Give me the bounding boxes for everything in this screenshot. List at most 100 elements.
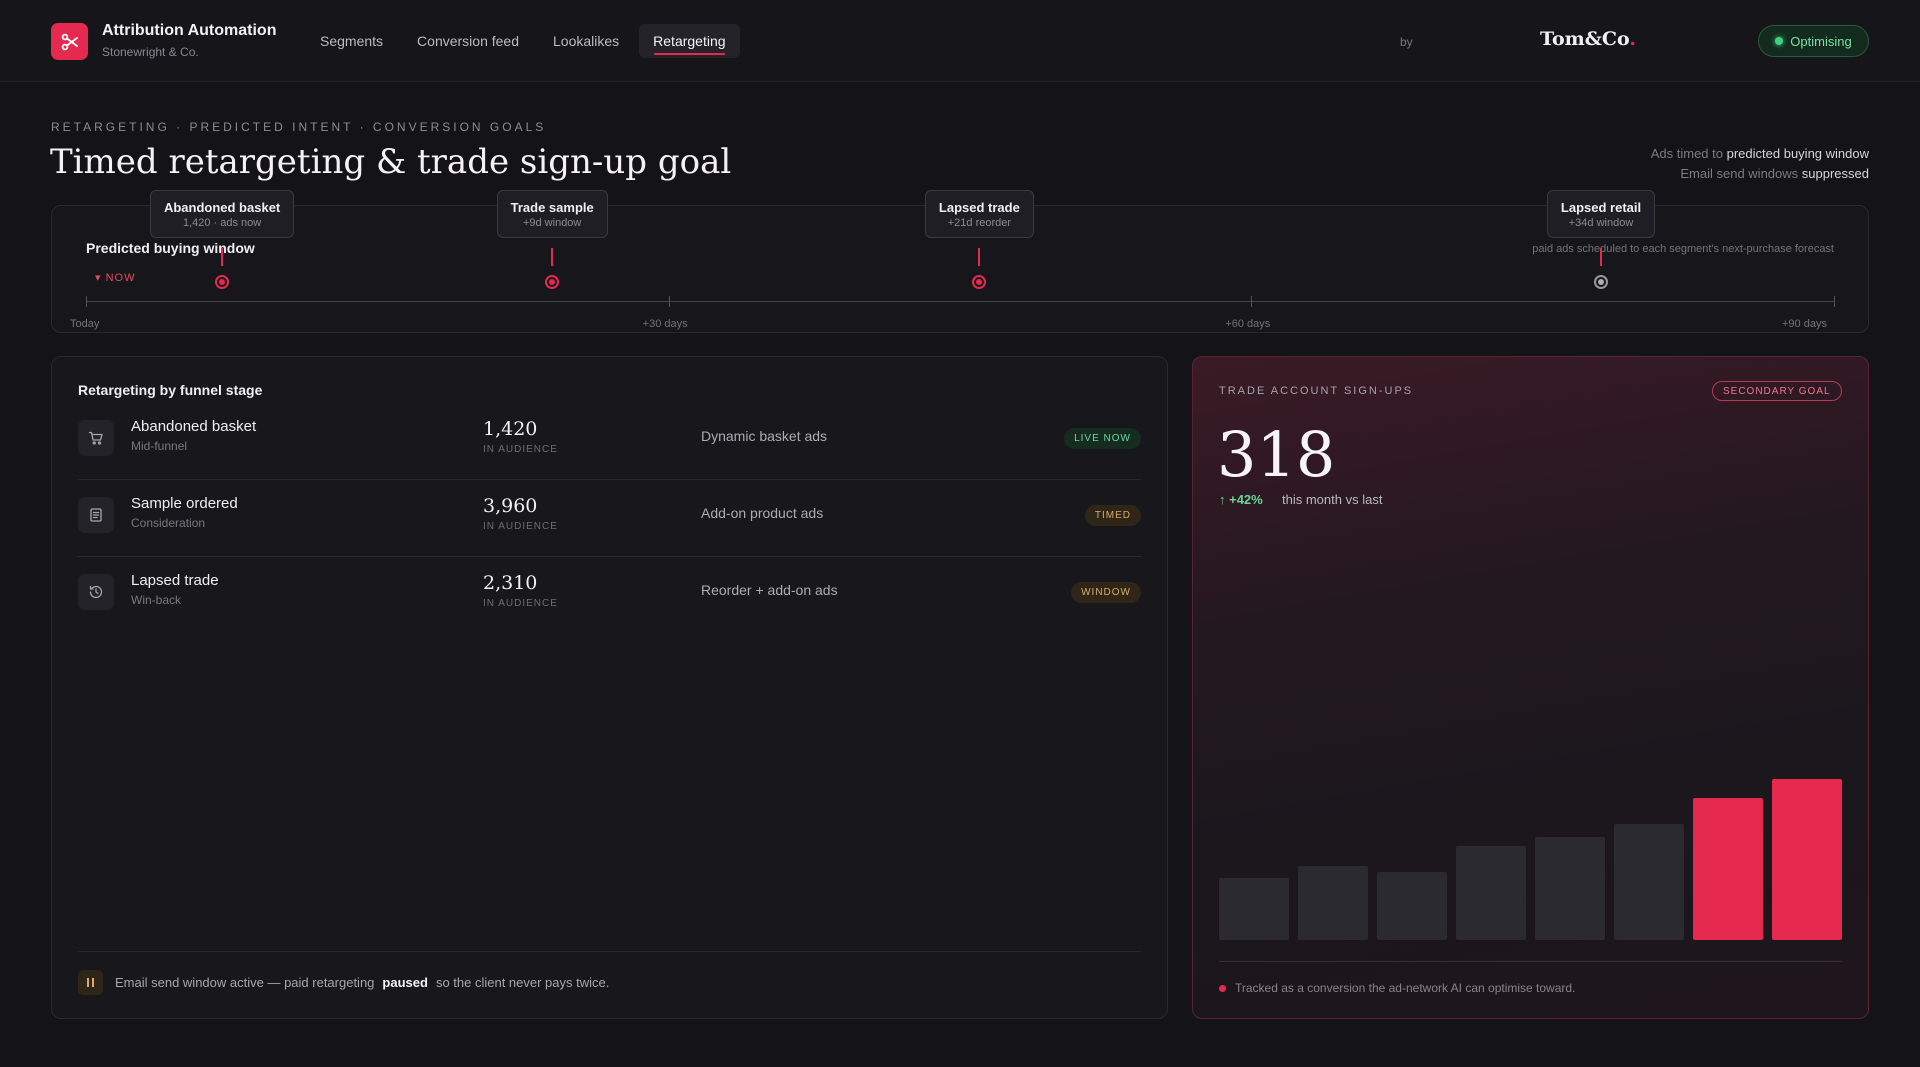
timeline-axis-label: +60 days bbox=[1225, 318, 1271, 330]
funnel-panel bbox=[51, 356, 1168, 1019]
footer-prefix: Email send window active — paid retarget… bbox=[115, 975, 375, 990]
chart-bar bbox=[1377, 872, 1447, 940]
row-audience: 1,420 bbox=[483, 418, 538, 440]
note-2-prefix: Email send windows bbox=[1680, 166, 1799, 181]
goal-value: 318 bbox=[1217, 418, 1336, 491]
callout-title: Abandoned basket bbox=[163, 199, 281, 215]
by-label: by bbox=[1400, 35, 1413, 49]
chart-bar bbox=[1535, 837, 1605, 940]
timeline-axis bbox=[86, 301, 1834, 302]
timeline-stem bbox=[551, 248, 554, 266]
chart-bar bbox=[1614, 824, 1684, 940]
goal-change: ↑ +42% bbox=[1219, 492, 1263, 507]
timeline-axis-label: +30 days bbox=[642, 318, 688, 330]
row-stage: Win-back bbox=[131, 593, 182, 607]
secondary-goal-badge: SECONDARY GOAL bbox=[1712, 381, 1842, 401]
timeline-callout[interactable]: Lapsed trade +21d reorder bbox=[924, 190, 1034, 238]
note-1-prefix: Ads timed to bbox=[1650, 146, 1723, 161]
timeline-marker-icon[interactable] bbox=[214, 275, 229, 289]
row-audience: 2,310 bbox=[483, 572, 538, 594]
chart-bar bbox=[1298, 866, 1368, 940]
timeline-stem bbox=[220, 248, 223, 266]
status-badge-timed: TIMED bbox=[1084, 505, 1141, 526]
callout-title: Lapsed trade bbox=[938, 199, 1020, 215]
nav-conversion-feed[interactable]: Conversion feed bbox=[417, 33, 519, 49]
row-ads: Reorder + add-on ads bbox=[701, 582, 838, 598]
chart-bar bbox=[1772, 779, 1842, 940]
signups-bar-chart bbox=[1219, 760, 1842, 940]
row-name: Abandoned basket bbox=[131, 418, 257, 435]
funnel-row[interactable]: Lapsed trade Win-back 2,310 IN AUDIENCE … bbox=[78, 558, 1141, 636]
callout-subtitle: 1,420 · ads now bbox=[182, 216, 262, 229]
callout-title: Trade sample bbox=[510, 199, 594, 215]
timeline-tick bbox=[1251, 296, 1253, 307]
top-header: Attribution Automation Stonewright & Co.… bbox=[0, 0, 1920, 82]
status-badge[interactable]: Optimising bbox=[1758, 25, 1869, 57]
timeline-axis-label: Today bbox=[70, 318, 100, 330]
funnel-panel-title: Retargeting by funnel stage bbox=[78, 382, 263, 398]
timeline-callout[interactable]: Trade sample +9d window bbox=[496, 190, 608, 238]
chart-bar bbox=[1219, 878, 1289, 940]
app-logo[interactable] bbox=[51, 23, 88, 60]
callout-subtitle: +21d reorder bbox=[947, 216, 1012, 229]
callout-subtitle: +9d window bbox=[522, 216, 582, 229]
goal-dot-icon bbox=[1219, 985, 1226, 992]
app-subtitle: Stonewright & Co. bbox=[102, 45, 199, 59]
funnel-footer-divider bbox=[78, 951, 1141, 952]
timeline-tick bbox=[86, 296, 87, 307]
status-badge-live: LIVE NOW bbox=[1064, 428, 1141, 449]
header-note-line-2: Email send windows suppressed bbox=[1651, 164, 1869, 184]
nav-segments[interactable]: Segments bbox=[320, 33, 384, 49]
timeline-marker-icon[interactable] bbox=[1593, 275, 1608, 289]
cart-icon bbox=[78, 420, 114, 456]
funnel-footer-text: Email send window active — paid retarget… bbox=[115, 975, 609, 990]
row-audience: 3,960 bbox=[483, 495, 538, 517]
goal-divider bbox=[1219, 961, 1842, 962]
callout-title: Lapsed retail bbox=[1560, 199, 1642, 215]
nav-lookalikes[interactable]: Lookalikes bbox=[553, 33, 620, 49]
partner-name: Tom&Co bbox=[1540, 28, 1630, 50]
timeline-note: paid ads scheduled to each segment's nex… bbox=[1532, 243, 1834, 255]
timeline-marker-icon[interactable] bbox=[545, 275, 560, 289]
partner-logo: Tom&Co. bbox=[1540, 28, 1636, 50]
history-icon bbox=[78, 574, 114, 610]
row-ads: Dynamic basket ads bbox=[701, 428, 828, 444]
funnel-row[interactable]: Sample ordered Consideration 3,960 IN AU… bbox=[78, 481, 1141, 557]
header-note: Ads timed to predicted buying window Ema… bbox=[1651, 144, 1869, 184]
status-label: Optimising bbox=[1790, 33, 1852, 49]
partner-dot: . bbox=[1629, 28, 1636, 50]
app-title: Attribution Automation bbox=[102, 22, 277, 39]
note-2-emph: suppressed bbox=[1801, 166, 1869, 181]
goal-footer: Tracked as a conversion the ad-network A… bbox=[1235, 981, 1576, 995]
funnel-row[interactable]: Abandoned basket Mid-funnel 1,420 IN AUD… bbox=[78, 404, 1141, 480]
timeline-marker-icon[interactable] bbox=[972, 275, 987, 289]
status-badge-window: WINDOW bbox=[1071, 582, 1141, 603]
row-divider bbox=[78, 479, 1141, 480]
timeline-stem bbox=[978, 248, 981, 266]
nav-retargeting[interactable]: Retargeting bbox=[639, 24, 740, 58]
document-icon bbox=[78, 497, 114, 533]
row-audience-label: IN AUDIENCE bbox=[483, 444, 558, 455]
row-stage: Consideration bbox=[131, 516, 206, 530]
note-1-emph: predicted buying window bbox=[1726, 146, 1869, 161]
row-name: Lapsed trade bbox=[131, 572, 219, 589]
callout-subtitle: +34d window bbox=[1568, 216, 1634, 229]
scissors-icon bbox=[61, 33, 78, 50]
timeline-tick bbox=[668, 296, 670, 307]
main-nav: Segments Conversion feed Lookalikes Reta… bbox=[306, 24, 740, 58]
goal-change-note: this month vs last bbox=[1282, 492, 1383, 507]
row-ads: Add-on product ads bbox=[701, 505, 824, 521]
status-dot-icon bbox=[1775, 37, 1784, 45]
row-stage: Mid-funnel bbox=[131, 439, 188, 453]
header-note-line-1: Ads timed to predicted buying window bbox=[1651, 144, 1869, 164]
timeline-callout[interactable]: Abandoned basket 1,420 · ads now bbox=[149, 190, 295, 238]
page-eyebrow: RETARGETING · PREDICTED INTENT · CONVERS… bbox=[51, 120, 547, 134]
timeline-stem bbox=[1599, 248, 1602, 266]
timeline-title: Predicted buying window bbox=[86, 240, 255, 256]
timeline-tick bbox=[1834, 296, 1835, 307]
row-audience-label: IN AUDIENCE bbox=[483, 598, 558, 609]
chart-bar bbox=[1693, 798, 1763, 940]
timeline-callout[interactable]: Lapsed retail +34d window bbox=[1546, 190, 1656, 238]
timeline-axis-label: +90 days bbox=[1782, 318, 1827, 330]
timeline-now-label: ▾ NOW bbox=[95, 272, 136, 284]
